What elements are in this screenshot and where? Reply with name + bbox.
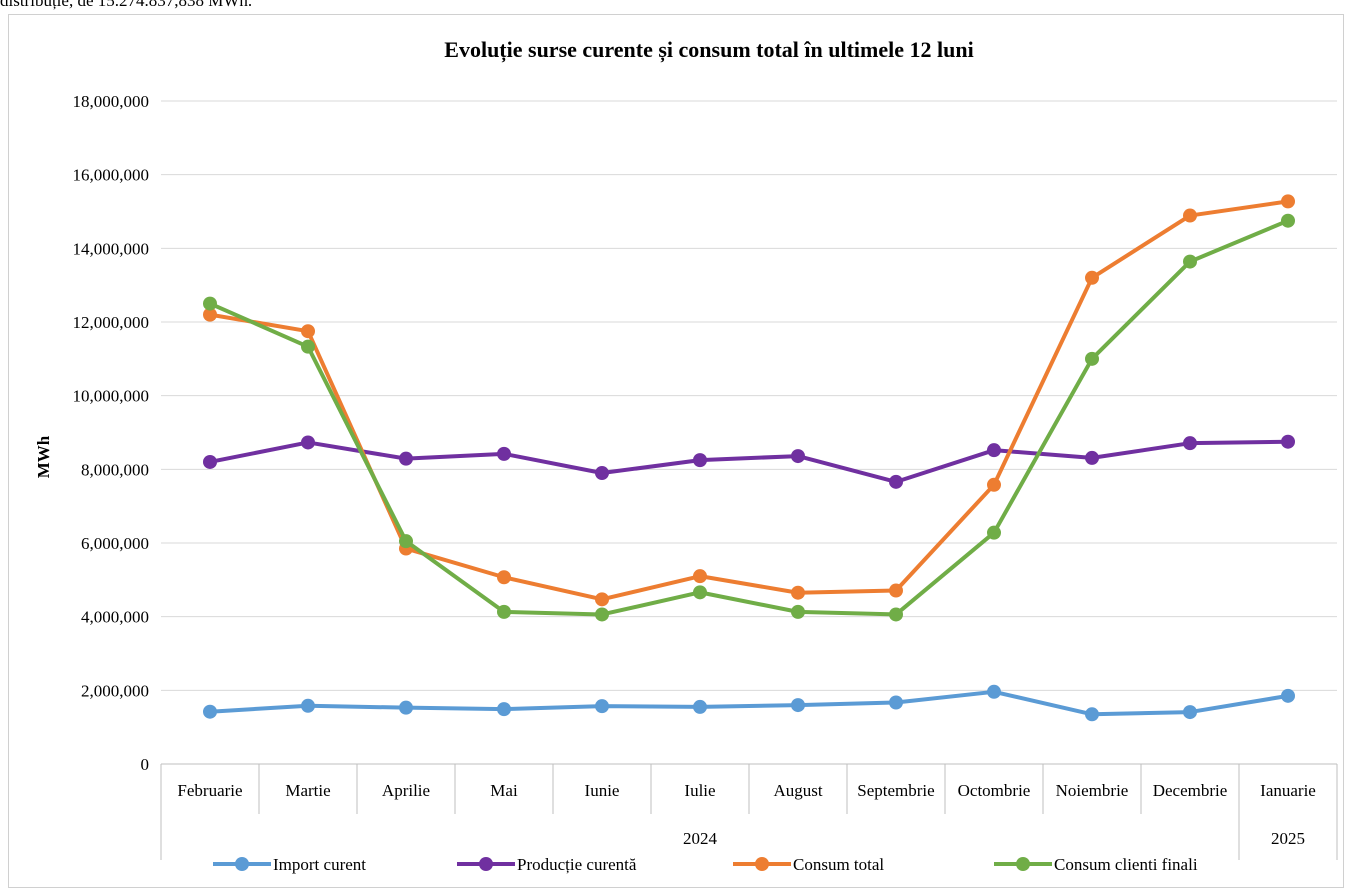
y-tick-label: 10,000,000 bbox=[73, 387, 150, 406]
data-point bbox=[497, 570, 511, 585]
data-point bbox=[889, 607, 903, 622]
legend-label: Consum clienti finali bbox=[1054, 855, 1198, 874]
data-point bbox=[889, 583, 903, 598]
data-point bbox=[1183, 705, 1197, 720]
y-tick-label: 2,000,000 bbox=[81, 681, 149, 700]
data-point bbox=[1281, 434, 1295, 449]
data-point bbox=[301, 339, 315, 354]
data-point bbox=[987, 684, 1001, 699]
series-line bbox=[208, 218, 1290, 617]
x-tick-label: Iunie bbox=[585, 781, 620, 800]
data-point bbox=[1085, 351, 1099, 366]
data-point bbox=[791, 449, 805, 464]
x-tick-label: Noiembrie bbox=[1056, 781, 1129, 800]
data-point bbox=[889, 474, 903, 489]
data-point bbox=[497, 604, 511, 619]
data-point bbox=[1281, 688, 1295, 703]
data-point bbox=[399, 451, 413, 466]
y-tick-label: 6,000,000 bbox=[81, 534, 149, 553]
data-point bbox=[1085, 270, 1099, 285]
chart-title: Evoluție surse curente și consum total î… bbox=[444, 37, 973, 63]
y-axis-title: MWh bbox=[34, 435, 53, 478]
y-tick-label: 14,000,000 bbox=[73, 239, 150, 258]
y-tick-label: 16,000,000 bbox=[73, 166, 150, 185]
data-point bbox=[1085, 707, 1099, 722]
data-point bbox=[399, 534, 413, 549]
x-tick-label: Ianuarie bbox=[1260, 781, 1316, 800]
series-line bbox=[208, 689, 1290, 717]
x-tick-label: Martie bbox=[285, 781, 330, 800]
y-tick-label: 18,000,000 bbox=[73, 92, 150, 111]
data-point bbox=[791, 698, 805, 713]
data-point bbox=[889, 695, 903, 710]
year-group-label: 2024 bbox=[683, 829, 718, 848]
data-point bbox=[301, 324, 315, 339]
year-group-label: 2025 bbox=[1271, 829, 1305, 848]
x-tick-label: Iulie bbox=[684, 781, 715, 800]
data-point bbox=[497, 446, 511, 461]
data-point bbox=[1183, 254, 1197, 269]
legend: Import curent Producție curentă Consum tot… bbox=[213, 855, 1198, 874]
y-tick-label: 0 bbox=[141, 755, 150, 774]
data-point bbox=[203, 307, 217, 322]
data-point bbox=[987, 525, 1001, 540]
data-point bbox=[1281, 213, 1295, 228]
intro-text-fragment: distribuție, de 15.274.837,838 MWh. bbox=[0, 0, 253, 10]
series-line bbox=[208, 199, 1290, 602]
gridlines bbox=[161, 100, 1337, 765]
data-point bbox=[301, 435, 315, 450]
data-point bbox=[1183, 208, 1197, 223]
data-point bbox=[595, 592, 609, 607]
data-point bbox=[399, 700, 413, 715]
legend-label: Import curent bbox=[273, 855, 366, 874]
data-point bbox=[693, 585, 707, 600]
x-tick-label: Octombrie bbox=[958, 781, 1031, 800]
data-point bbox=[203, 704, 217, 719]
data-point bbox=[693, 453, 707, 468]
x-tick-label: Septembrie bbox=[857, 781, 934, 800]
data-point bbox=[203, 296, 217, 311]
x-tick-label: Aprilie bbox=[382, 781, 430, 800]
y-tick-label: 4,000,000 bbox=[81, 608, 149, 627]
y-tick-label: 8,000,000 bbox=[81, 460, 149, 479]
data-point bbox=[987, 477, 1001, 492]
data-point bbox=[693, 569, 707, 584]
legend-label: Producție curentă bbox=[517, 855, 637, 874]
data-point bbox=[1281, 194, 1295, 209]
data-point bbox=[1183, 436, 1197, 451]
data-point bbox=[791, 585, 805, 600]
plot-series bbox=[203, 194, 1295, 722]
data-point bbox=[301, 698, 315, 713]
x-tick-label: Decembrie bbox=[1153, 781, 1228, 800]
legend-swatch-marker bbox=[1016, 857, 1030, 871]
y-axis-ticks: 0 2,000,000 4,000,000 6,000,000 8,000,000 10,… bbox=[73, 92, 150, 774]
legend-label: Consum total bbox=[793, 855, 884, 874]
data-point bbox=[987, 443, 1001, 458]
data-point bbox=[595, 699, 609, 714]
chart-area: Evoluție surse curente și consum total î… bbox=[8, 14, 1344, 888]
series-line bbox=[208, 439, 1290, 484]
legend-swatch-marker bbox=[755, 857, 769, 871]
line-chart: Evoluție surse curente și consum total î… bbox=[34, 37, 1338, 874]
data-point bbox=[693, 699, 707, 714]
y-tick-label: 12,000,000 bbox=[73, 313, 150, 332]
data-point bbox=[497, 702, 511, 717]
legend-swatch-marker bbox=[479, 857, 493, 871]
data-point bbox=[595, 607, 609, 622]
x-tick-label: August bbox=[773, 781, 822, 800]
data-point bbox=[791, 604, 805, 619]
legend-swatch-marker bbox=[235, 857, 249, 871]
x-tick-label: Mai bbox=[490, 781, 518, 800]
data-point bbox=[595, 466, 609, 481]
data-point bbox=[203, 454, 217, 469]
x-tick-label: Februarie bbox=[177, 781, 242, 800]
data-point bbox=[1085, 450, 1099, 465]
x-axis: Februarie Martie Aprilie Mai Iunie Iulie Augus… bbox=[160, 764, 1338, 860]
